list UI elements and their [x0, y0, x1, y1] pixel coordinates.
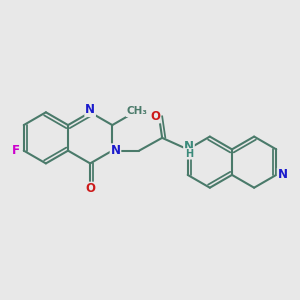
Text: CH₃: CH₃ [126, 106, 147, 116]
Text: N: N [110, 144, 121, 157]
Text: N: N [184, 140, 194, 153]
Text: O: O [150, 110, 160, 123]
Text: H: H [185, 149, 193, 159]
Text: N: N [85, 103, 95, 116]
Text: N: N [278, 168, 288, 182]
Text: O: O [85, 182, 95, 196]
Text: F: F [11, 144, 20, 157]
